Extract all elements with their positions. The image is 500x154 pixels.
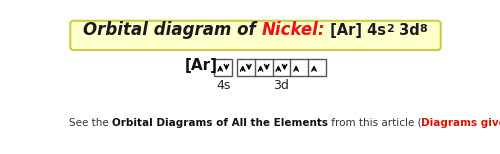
Text: 3d: 3d xyxy=(394,23,420,38)
Text: 2: 2 xyxy=(386,24,394,34)
Text: Orbital Diagrams of All the Elements: Orbital Diagrams of All the Elements xyxy=(112,118,328,128)
Bar xyxy=(237,59,326,76)
Text: [Ar]: [Ar] xyxy=(185,58,218,73)
FancyBboxPatch shape xyxy=(70,21,440,50)
Text: 4s: 4s xyxy=(216,79,230,92)
Text: [Ar] 4s: [Ar] 4s xyxy=(326,23,386,38)
Text: Nickel:: Nickel: xyxy=(262,21,326,39)
Text: Diagrams given inside: Diagrams given inside xyxy=(422,118,500,128)
Bar xyxy=(214,59,232,76)
Text: 3d: 3d xyxy=(274,79,289,92)
Text: 8: 8 xyxy=(420,24,428,34)
Text: from this article (: from this article ( xyxy=(328,118,422,128)
Text: See the: See the xyxy=(68,118,112,128)
Text: Orbital diagram of: Orbital diagram of xyxy=(84,21,262,39)
